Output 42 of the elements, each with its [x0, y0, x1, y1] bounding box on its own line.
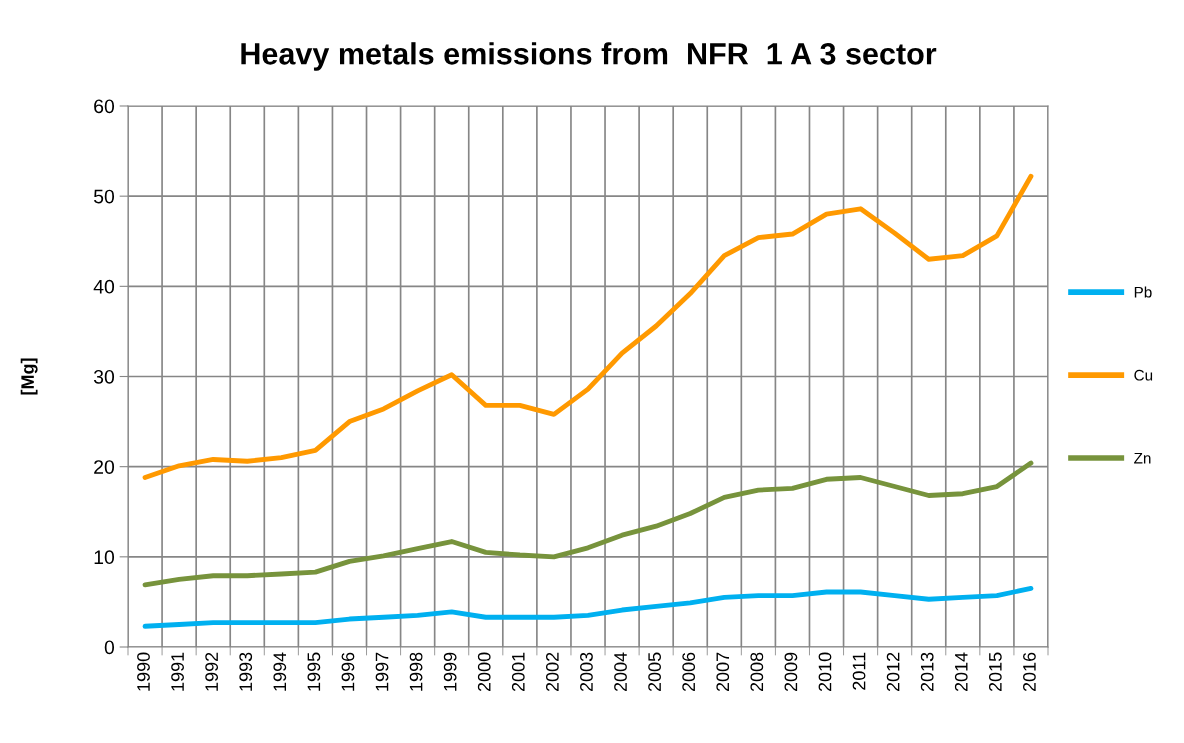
x-tick-label: 1991	[171, 652, 184, 691]
x-tick-label: 2001	[511, 652, 525, 692]
x-tick-label: 1994	[273, 652, 287, 691]
x-tick-label: 2000	[477, 652, 491, 692]
x-tick-label: 2015	[988, 652, 1002, 692]
x-tick-label: 1997	[375, 652, 389, 691]
x-tick-label: 2009	[784, 652, 798, 692]
x-tick-label: 2012	[886, 652, 900, 692]
x-tick-label: 2007	[716, 652, 730, 692]
x-tick-label: 2003	[580, 652, 593, 692]
x-tick-label: 1992	[205, 652, 219, 691]
y-tick-label: 0	[104, 640, 115, 655]
x-tick-label: 2006	[682, 652, 696, 692]
x-tick-label: 2014	[954, 652, 968, 692]
y-tick-label: 60	[94, 99, 115, 114]
x-tick-label: 2010	[818, 652, 832, 692]
legend-label: Pb	[1134, 286, 1152, 298]
y-tick-label: 40	[93, 279, 115, 294]
x-tick-label: 1990	[137, 652, 150, 691]
line-series	[142, 460, 1034, 588]
x-tick-label: 1993	[239, 652, 253, 691]
y-tick-label: 30	[93, 369, 115, 384]
line-series	[142, 585, 1034, 629]
chart-title: Heavy metals emissions from NFR 1 A 3 sector	[241, 42, 937, 71]
y-tick-label: 20	[94, 460, 115, 474]
x-tick-label: 2011	[852, 652, 866, 690]
x-tick-label: 1999	[443, 652, 457, 691]
y-tick-label: 50	[93, 189, 115, 204]
legend-label: Zn	[1134, 452, 1151, 464]
y-axis-title: [Mg]	[20, 358, 38, 395]
x-tick-label: 2013	[920, 652, 934, 692]
x-tick-label: 2002	[545, 652, 559, 692]
x-tick-label: 2008	[750, 652, 764, 692]
x-tick-label: 2004	[614, 652, 627, 692]
legend-label: Cu	[1134, 369, 1153, 381]
x-tick-label: 1998	[409, 652, 423, 691]
x-tick-label: 1996	[341, 652, 355, 691]
x-tick-label: 2005	[648, 652, 661, 692]
y-tick-label: 10	[94, 550, 115, 565]
x-tick-label: 1995	[307, 652, 321, 691]
line-series	[142, 173, 1034, 480]
x-tick-label: 2016	[1023, 652, 1036, 692]
